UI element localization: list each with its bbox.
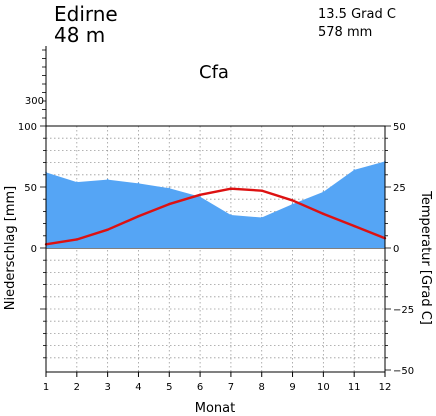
precip-tick-label: 0 [31, 244, 37, 255]
precipitation-point [230, 214, 232, 216]
plot-frame [45, 125, 386, 373]
precip-tick-label: 100 [18, 122, 37, 133]
annual-precipitation: 578 mm [318, 25, 372, 40]
x-tick-label: 10 [317, 382, 330, 393]
temperature-point [75, 238, 79, 241]
x-tick-label: 11 [348, 382, 361, 393]
x-tick-label: 2 [74, 382, 80, 393]
temperature-point [260, 189, 263, 192]
temperature-point [291, 199, 294, 202]
temp-tick-label: 25 [393, 183, 406, 194]
temperature-point [198, 193, 202, 197]
temperature-point [229, 187, 233, 190]
x-tick-label: 9 [289, 382, 295, 393]
month-axis: 1 2 3 4 5 6 7 8 9 10 11 12 [43, 372, 392, 393]
temperature-point [322, 212, 325, 216]
precipitation-axis: 0 50 100 [18, 122, 46, 359]
x-tick-label: 12 [379, 382, 392, 393]
temperature-point [137, 215, 140, 218]
precipitation-point [106, 178, 109, 181]
station-elevation: 48 m [54, 23, 105, 47]
precipitation-point [168, 187, 171, 190]
temperature-point [352, 224, 356, 228]
plot-grid [45, 126, 386, 372]
precipitation-area [45, 160, 386, 248]
y-axis-label-left: Niederschlag [mm] [3, 186, 18, 311]
precipitation-point [291, 203, 294, 205]
precip-tick-label: 50 [24, 183, 37, 194]
x-tick-label: 7 [228, 382, 234, 393]
precipitation-point [76, 181, 78, 183]
temperature-series [45, 187, 386, 246]
climate-class: Cfa [199, 62, 229, 83]
temperature-point [106, 228, 109, 231]
x-tick-label: 8 [259, 382, 265, 393]
x-tick-label: 5 [166, 382, 172, 393]
station-name: Edirne [54, 2, 118, 26]
temperature-point [168, 202, 171, 206]
x-tick-label: 1 [43, 382, 49, 393]
y-axis-label-right: Temperatur [Grad C] [418, 190, 433, 325]
temperature-line [44, 187, 387, 246]
precipitation-point [353, 169, 355, 171]
x-tick-label: 4 [135, 382, 141, 393]
x-tick-label: 3 [104, 382, 110, 393]
temp-tick-label: −25 [393, 305, 414, 316]
temp-tick-label: 50 [393, 122, 406, 133]
x-axis-label: Monat [195, 401, 235, 416]
temp-tick-label: −50 [393, 366, 414, 377]
precipitation-fill [46, 161, 385, 248]
mean-temperature: 13.5 Grad C [318, 7, 396, 22]
precipitation-point [137, 182, 140, 185]
temperature-axis: −50 −25 0 25 50 [385, 122, 414, 377]
precipitation-point [322, 191, 325, 193]
temp-tick-label: 0 [393, 244, 399, 255]
x-tick-label: 6 [197, 382, 203, 393]
precipitation-point [260, 216, 263, 219]
upper-precipitation-axis: 300 [25, 46, 47, 126]
precipitation-point [199, 195, 201, 198]
upper-tick-label: 300 [25, 96, 44, 107]
